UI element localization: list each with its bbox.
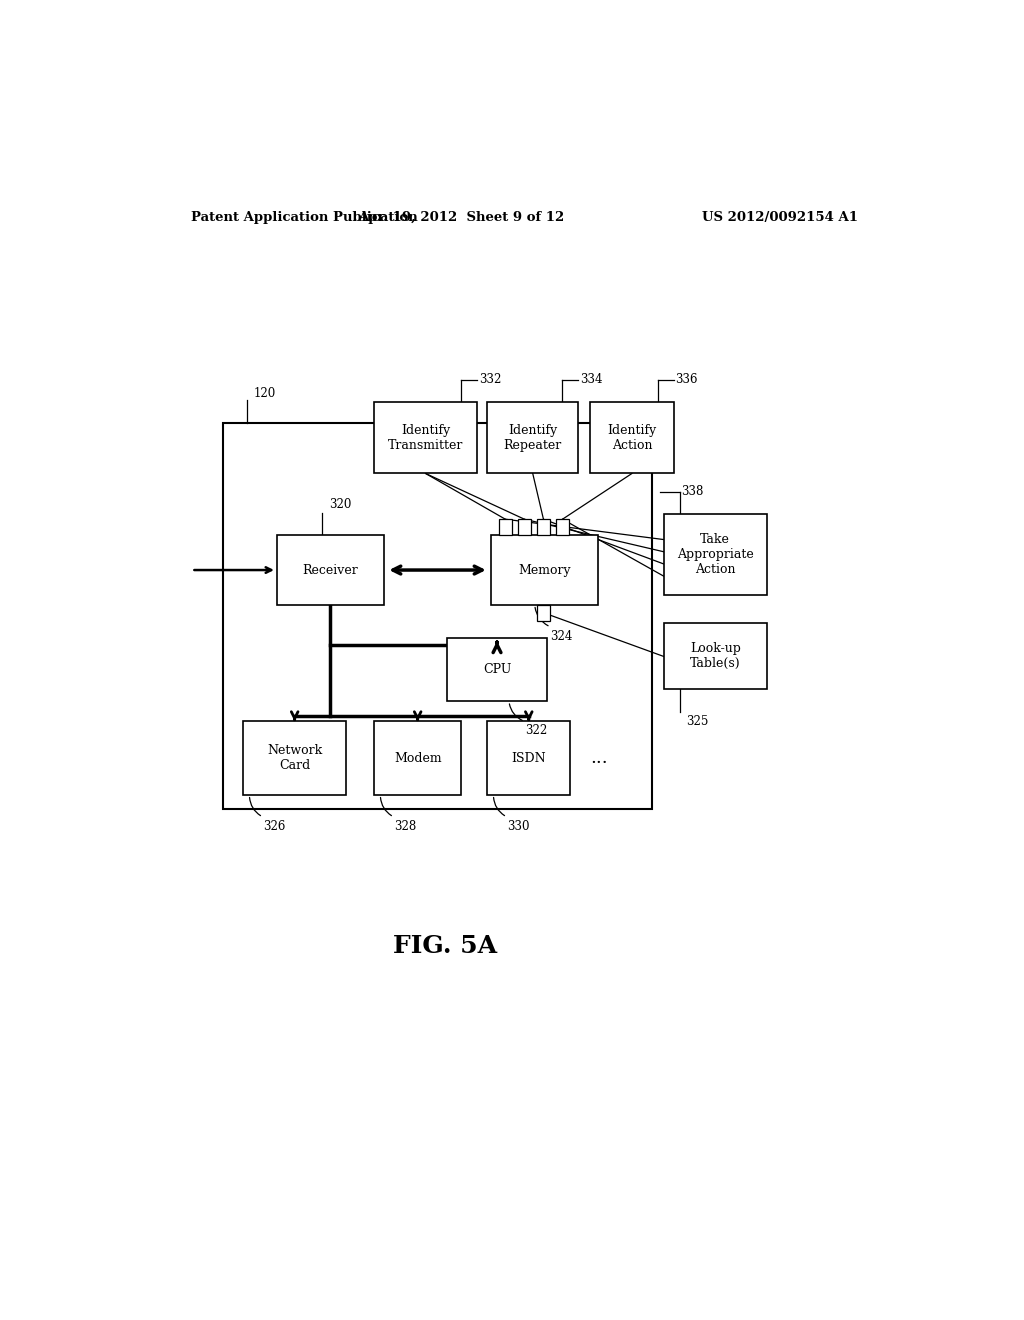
FancyBboxPatch shape bbox=[223, 422, 652, 809]
FancyBboxPatch shape bbox=[664, 515, 767, 595]
Text: US 2012/0092154 A1: US 2012/0092154 A1 bbox=[702, 211, 858, 224]
FancyBboxPatch shape bbox=[492, 536, 598, 605]
FancyBboxPatch shape bbox=[518, 519, 530, 536]
Text: Modem: Modem bbox=[394, 751, 441, 764]
FancyBboxPatch shape bbox=[556, 519, 569, 536]
Text: 324: 324 bbox=[551, 630, 573, 643]
Text: Patent Application Publication: Patent Application Publication bbox=[191, 211, 418, 224]
Text: CPU: CPU bbox=[483, 663, 511, 676]
FancyBboxPatch shape bbox=[243, 722, 346, 795]
FancyBboxPatch shape bbox=[538, 605, 550, 620]
Text: Network
Card: Network Card bbox=[267, 744, 323, 772]
Text: 325: 325 bbox=[686, 715, 709, 727]
Text: 330: 330 bbox=[507, 820, 529, 833]
Text: Apr. 19, 2012  Sheet 9 of 12: Apr. 19, 2012 Sheet 9 of 12 bbox=[358, 211, 564, 224]
Text: FIG. 5A: FIG. 5A bbox=[393, 935, 498, 958]
FancyBboxPatch shape bbox=[499, 519, 512, 536]
Text: Identify
Repeater: Identify Repeater bbox=[504, 424, 562, 451]
Text: 320: 320 bbox=[329, 498, 351, 511]
FancyBboxPatch shape bbox=[487, 403, 579, 474]
FancyBboxPatch shape bbox=[276, 536, 384, 605]
FancyBboxPatch shape bbox=[374, 403, 477, 474]
Text: Look-up
Table(s): Look-up Table(s) bbox=[690, 643, 740, 671]
Text: 336: 336 bbox=[675, 374, 697, 387]
Text: ISDN: ISDN bbox=[511, 751, 546, 764]
Text: Identify
Transmitter: Identify Transmitter bbox=[388, 424, 463, 451]
FancyBboxPatch shape bbox=[487, 722, 570, 795]
FancyBboxPatch shape bbox=[590, 403, 674, 474]
Text: 326: 326 bbox=[263, 820, 286, 833]
Text: ...: ... bbox=[590, 748, 608, 767]
Text: Take
Appropriate
Action: Take Appropriate Action bbox=[677, 533, 754, 577]
Text: Identify
Action: Identify Action bbox=[607, 424, 656, 451]
FancyBboxPatch shape bbox=[664, 623, 767, 689]
FancyBboxPatch shape bbox=[538, 519, 550, 536]
Text: 334: 334 bbox=[580, 374, 602, 387]
Text: Memory: Memory bbox=[518, 564, 571, 577]
FancyBboxPatch shape bbox=[447, 638, 547, 701]
Text: 332: 332 bbox=[479, 374, 501, 387]
Text: 338: 338 bbox=[681, 486, 703, 498]
Text: 322: 322 bbox=[524, 723, 547, 737]
Text: 328: 328 bbox=[394, 820, 416, 833]
Text: 120: 120 bbox=[253, 387, 275, 400]
Text: Receiver: Receiver bbox=[302, 564, 358, 577]
FancyBboxPatch shape bbox=[374, 722, 461, 795]
